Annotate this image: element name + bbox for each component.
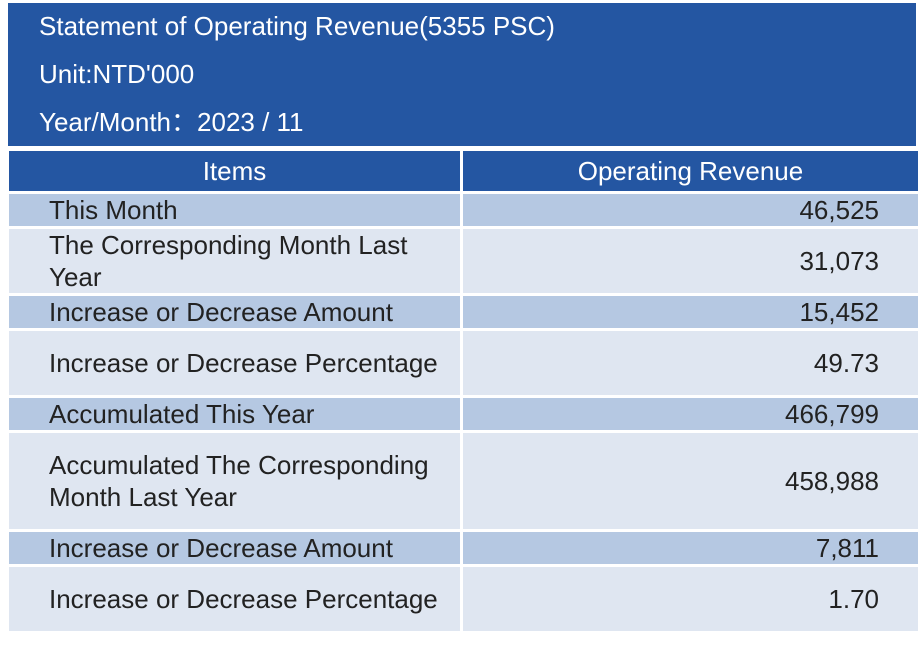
row-item-accumulated-increase-decrease-percentage: Increase or Decrease Percentage <box>9 567 460 631</box>
table-row: The Corresponding Month Last Year 31,073 <box>9 229 918 293</box>
table-row: Increase or Decrease Percentage 1.70 <box>9 567 918 631</box>
row-item-increase-decrease-percentage: Increase or Decrease Percentage <box>9 331 460 395</box>
table-row: Accumulated The Corresponding Month Last… <box>9 433 918 529</box>
table-row: Increase or Decrease Amount 15,452 <box>9 296 918 328</box>
row-value-this-month: 46,525 <box>463 194 918 226</box>
column-header-items: Items <box>9 151 460 191</box>
row-item-increase-decrease-amount: Increase or Decrease Amount <box>9 296 460 328</box>
row-item-accumulated-this-year: Accumulated This Year <box>9 398 460 430</box>
row-value-accumulated-this-year: 466,799 <box>463 398 918 430</box>
row-value-accumulated-corresponding-month-last-year: 458,988 <box>463 433 918 529</box>
row-item-this-month: This Month <box>9 194 460 226</box>
row-item-corresponding-month-last-year: The Corresponding Month Last Year <box>9 229 460 293</box>
table-row: Increase or Decrease Percentage 49.73 <box>9 331 918 395</box>
unit-label: Unit:NTD'000 <box>39 59 195 89</box>
column-header-operating-revenue: Operating Revenue <box>463 151 918 191</box>
statement-title: Statement of Operating Revenue(5355 PSC) <box>39 11 555 41</box>
table-header-row: Items Operating Revenue <box>9 151 918 191</box>
table-row: Accumulated This Year 466,799 <box>9 398 918 430</box>
row-value-accumulated-increase-decrease-amount: 7,811 <box>463 532 918 564</box>
row-value-increase-decrease-percentage: 49.73 <box>463 331 918 395</box>
operating-revenue-table: Items Operating Revenue This Month 46,52… <box>6 148 920 634</box>
row-item-accumulated-increase-decrease-amount: Increase or Decrease Amount <box>9 532 460 564</box>
row-item-accumulated-corresponding-month-last-year: Accumulated The Corresponding Month Last… <box>9 433 460 529</box>
table-row: This Month 46,525 <box>9 194 918 226</box>
statement-header: Statement of Operating Revenue(5355 PSC)… <box>8 3 916 146</box>
year-month-label: Year/Month：2023 / 11 <box>39 107 304 137</box>
row-value-increase-decrease-amount: 15,452 <box>463 296 918 328</box>
row-value-accumulated-increase-decrease-percentage: 1.70 <box>463 567 918 631</box>
table-row: Increase or Decrease Amount 7,811 <box>9 532 918 564</box>
row-value-corresponding-month-last-year: 31,073 <box>463 229 918 293</box>
